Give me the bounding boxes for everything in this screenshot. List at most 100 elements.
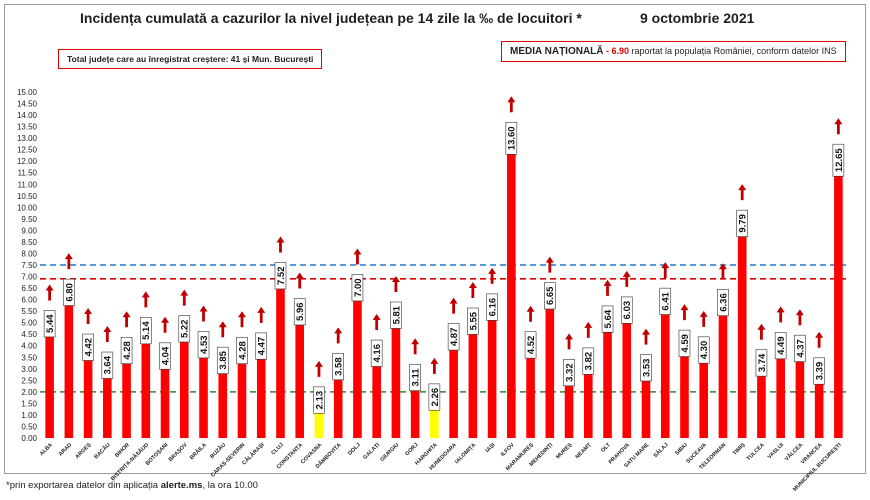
value-label-21: 4.87 xyxy=(447,323,460,351)
x-tick-label-38: VASLUI xyxy=(767,442,786,461)
x-tick-label-33: SIBIU xyxy=(674,442,689,457)
value-label-text: 6.16 xyxy=(487,298,498,317)
bar-4 xyxy=(122,339,131,438)
reference-lines xyxy=(40,264,848,393)
value-label-3: 3.64 xyxy=(101,351,114,379)
value-label-28: 3.82 xyxy=(582,347,595,375)
value-label-text: 6.41 xyxy=(661,291,672,310)
bar-9 xyxy=(218,349,228,438)
value-label-box xyxy=(505,121,518,155)
bar-7 xyxy=(179,317,189,438)
chart-date: 9 octombrie 2021 xyxy=(640,10,755,26)
x-tick-label-1: ARAD xyxy=(58,442,73,457)
value-label-text: 4.30 xyxy=(699,341,710,360)
value-label-text: 4.04 xyxy=(160,346,171,365)
value-label-text: 3.85 xyxy=(218,350,229,369)
bar-22 xyxy=(468,309,478,438)
value-label-box xyxy=(293,298,306,326)
bar-6 xyxy=(160,344,170,438)
increase-arrow-28 xyxy=(584,321,593,338)
value-label-6: 4.04 xyxy=(159,342,171,370)
increase-arrow-36 xyxy=(738,184,747,201)
value-label-13: 5.96 xyxy=(293,298,306,326)
y-tick-label: 5.00 xyxy=(21,319,37,328)
value-label-20: 2.26 xyxy=(428,383,441,411)
bar-34 xyxy=(699,338,709,438)
national-average-value: - 6.90 xyxy=(603,46,630,56)
bars xyxy=(45,96,843,438)
value-label-30: 6.03 xyxy=(620,296,633,324)
value-label-text: 4.52 xyxy=(526,336,537,355)
bar-0 xyxy=(45,312,54,438)
bar-29 xyxy=(603,307,612,438)
y-tick-label: 3.50 xyxy=(21,353,37,362)
value-label-text: 9.79 xyxy=(738,214,749,233)
y-tick-label: 15.00 xyxy=(17,88,38,97)
increase-arrow-25 xyxy=(526,305,535,322)
value-label-5: 5.14 xyxy=(140,317,152,345)
chart-title: Incidența cumulată a cazurilor la nivel … xyxy=(80,10,582,26)
value-label-text: 4.28 xyxy=(122,341,133,360)
x-tick-label-2: ARGEȘ xyxy=(74,442,92,460)
footnote-prefix: *prin exportarea datelor din aplicația xyxy=(6,480,161,491)
increase-arrow-13 xyxy=(295,272,304,289)
bar-10 xyxy=(237,339,247,438)
bar-37 xyxy=(757,351,766,438)
footnote-suffix: , la ora 10.00 xyxy=(202,480,258,491)
value-label-7: 5.22 xyxy=(178,315,191,343)
value-label-text: 4.49 xyxy=(776,336,787,355)
footnote-app: alerte.ms xyxy=(160,480,203,491)
x-tick-label-29: OLT xyxy=(600,442,612,454)
increase-arrow-15 xyxy=(334,327,343,344)
y-tick-label: 7.50 xyxy=(21,261,37,270)
footnote: *prin exportarea datelor din aplicația a… xyxy=(6,480,258,491)
value-label-16: 7.00 xyxy=(351,274,364,302)
bar-15 xyxy=(333,355,343,438)
value-label-box xyxy=(678,329,691,357)
value-label-17: 4.16 xyxy=(370,339,383,367)
increase-arrow-29 xyxy=(603,279,612,296)
value-label-text: 3.82 xyxy=(584,352,595,371)
increase-arrow-0 xyxy=(45,284,54,301)
value-label-text: 5.14 xyxy=(141,321,152,340)
value-label-text: 3.64 xyxy=(103,355,114,374)
value-label-text: 4.16 xyxy=(372,344,383,363)
value-label-36: 9.79 xyxy=(736,209,749,237)
value-label-box xyxy=(120,336,133,364)
value-label-box xyxy=(63,278,75,306)
x-tick-label-7: BRAȘOV xyxy=(168,442,189,463)
value-label-14: 2.13 xyxy=(313,386,325,414)
increase-arrow-5 xyxy=(141,291,150,308)
value-label-box xyxy=(409,363,421,391)
increase-arrow-40 xyxy=(815,331,824,348)
bar-25 xyxy=(526,333,535,438)
bar-19 xyxy=(410,366,420,438)
y-axis: 0.00 0.50 1.00 1.50 2.00 2.50 3.00 3.50 4.00 4.50… xyxy=(17,88,38,443)
increase-arrow-2 xyxy=(84,308,93,325)
increase-arrow-1 xyxy=(64,253,73,270)
value-label-box xyxy=(140,317,152,345)
value-label-2: 4.42 xyxy=(82,333,94,361)
bar-30 xyxy=(622,298,632,438)
value-label-1: 6.80 xyxy=(63,278,75,306)
national-average-suffix: raportat la populația României, conform … xyxy=(629,46,837,56)
value-label-text: 2.26 xyxy=(430,388,441,407)
value-label-text: 2.13 xyxy=(314,391,325,410)
value-label-text: 4.42 xyxy=(83,338,94,357)
value-label-37: 3.74 xyxy=(755,349,768,377)
value-label-0: 5.44 xyxy=(43,310,56,338)
increase-arrow-38 xyxy=(776,306,785,323)
bar-1 xyxy=(64,281,74,438)
increase-arrow-4 xyxy=(122,311,131,328)
increase-arrow-41 xyxy=(834,118,843,135)
bar-2 xyxy=(83,336,93,438)
increase-arrow-11 xyxy=(257,306,266,323)
bar-12 xyxy=(276,264,285,438)
increase-arrow-21 xyxy=(449,297,458,314)
x-tick-label-9: BUZĂU xyxy=(209,441,228,460)
value-label-text: 5.64 xyxy=(603,309,614,328)
value-label-text: 6.80 xyxy=(64,283,75,302)
y-tick-label: 11.50 xyxy=(18,169,38,178)
increase-arrow-19 xyxy=(411,338,420,355)
value-label-text: 4.37 xyxy=(795,339,806,358)
